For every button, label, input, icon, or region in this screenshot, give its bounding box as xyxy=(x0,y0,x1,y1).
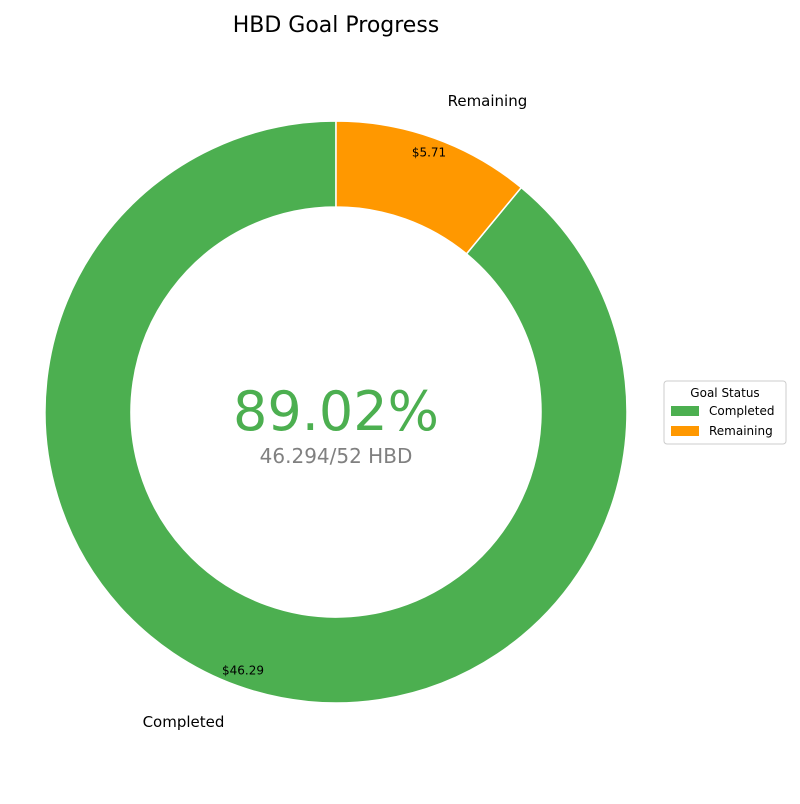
chart-title: HBD Goal Progress xyxy=(233,13,440,38)
value-label-completed: $46.29 xyxy=(222,663,264,677)
category-label-completed: Completed xyxy=(143,713,225,731)
center-detail-text: 46.294/52 HBD xyxy=(260,444,413,468)
slice-completed xyxy=(44,120,628,704)
value-label-remaining: $5.71 xyxy=(412,146,446,160)
legend-entries: Completed Remaining xyxy=(671,404,774,438)
legend-swatch-completed xyxy=(671,406,699,416)
legend: Goal Status Completed Remaining xyxy=(663,380,787,445)
donut-slices xyxy=(44,120,628,704)
legend-label-remaining: Remaining xyxy=(709,424,773,438)
slice-category-labels: Completed Remaining xyxy=(143,92,528,731)
legend-label-completed: Completed xyxy=(709,404,774,418)
legend-title: Goal Status xyxy=(690,386,759,400)
category-label-remaining: Remaining xyxy=(448,92,528,110)
slice-remaining xyxy=(335,120,523,255)
slice-value-labels: $46.29 $5.71 xyxy=(222,146,446,678)
center-percent-text: 89.02% xyxy=(233,380,439,443)
legend-swatch-remaining xyxy=(671,426,699,436)
